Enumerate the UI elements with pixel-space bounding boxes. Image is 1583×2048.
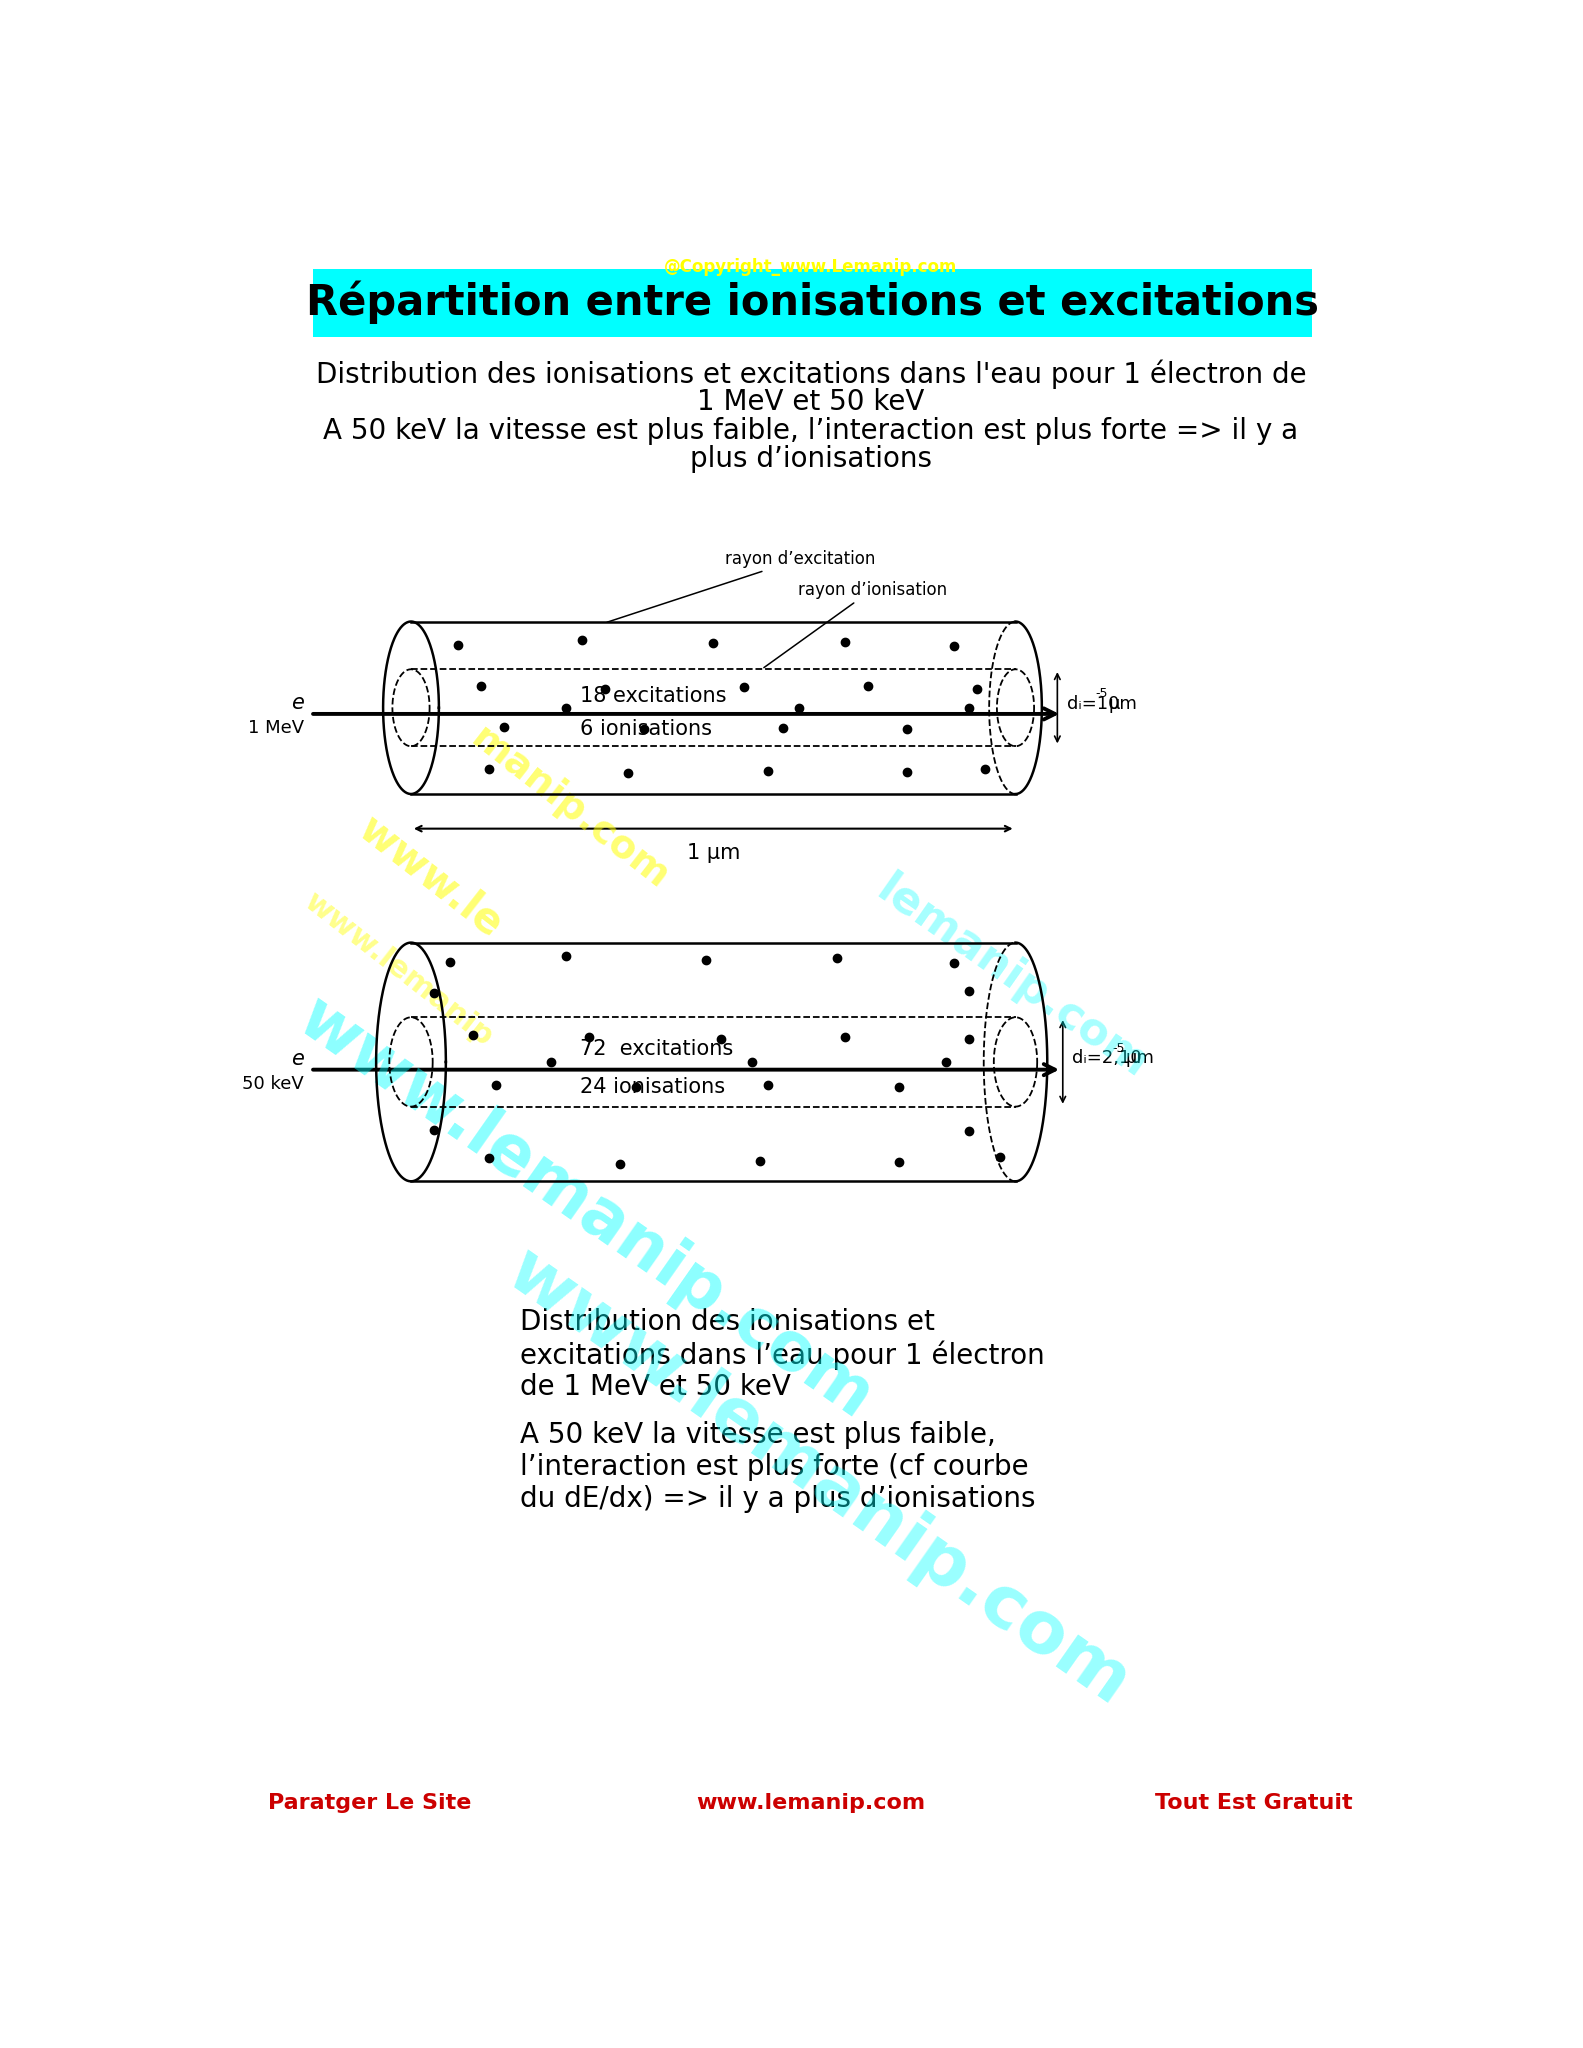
Text: 72  excitations: 72 excitations bbox=[581, 1038, 733, 1059]
Text: Tout Est Gratuit: Tout Est Gratuit bbox=[1156, 1792, 1352, 1812]
Text: 1 MeV: 1 MeV bbox=[249, 719, 304, 737]
Text: Distribution des ionisations et: Distribution des ionisations et bbox=[519, 1309, 934, 1337]
Text: l’interaction est plus forte (cf courbe: l’interaction est plus forte (cf courbe bbox=[519, 1454, 1027, 1481]
Text: e: e bbox=[291, 692, 304, 713]
Text: -5: -5 bbox=[1095, 688, 1108, 700]
Text: @Copyright_www.Lemanip.com: @Copyright_www.Lemanip.com bbox=[665, 258, 958, 276]
Text: plus d’ionisations: plus d’ionisations bbox=[690, 444, 932, 473]
Text: rayon d’ionisation: rayon d’ionisation bbox=[765, 580, 947, 668]
Text: www.le: www.le bbox=[350, 807, 511, 946]
Text: dᵢ=10: dᵢ=10 bbox=[1067, 694, 1119, 713]
Text: A 50 keV la vitesse est plus faible,: A 50 keV la vitesse est plus faible, bbox=[519, 1421, 996, 1448]
Text: A 50 keV la vitesse est plus faible, l’interaction est plus forte => il y a: A 50 keV la vitesse est plus faible, l’i… bbox=[323, 416, 1298, 444]
Text: 50 keV: 50 keV bbox=[242, 1075, 304, 1092]
Text: www.lemanip.com: www.lemanip.com bbox=[494, 1237, 1143, 1720]
Text: www.lemanip.com: www.lemanip.com bbox=[697, 1792, 926, 1812]
Text: 24 ionisations: 24 ionisations bbox=[581, 1077, 725, 1096]
Text: dᵢ=2,10: dᵢ=2,10 bbox=[1072, 1049, 1141, 1067]
Text: excitations dans l’eau pour 1 électron: excitations dans l’eau pour 1 électron bbox=[519, 1341, 1045, 1370]
Text: e: e bbox=[291, 1049, 304, 1069]
Text: manip.com: manip.com bbox=[464, 719, 676, 897]
Text: du dE/dx) => il y a plus d’ionisations: du dE/dx) => il y a plus d’ionisations bbox=[519, 1485, 1035, 1513]
Text: Paratger Le Site: Paratger Le Site bbox=[268, 1792, 472, 1812]
Text: -5: -5 bbox=[1113, 1042, 1126, 1055]
Text: de 1 MeV et 50 keV: de 1 MeV et 50 keV bbox=[519, 1372, 790, 1401]
Text: lemanip.com: lemanip.com bbox=[867, 868, 1156, 1087]
Text: Distribution des ionisations et excitations dans l'eau pour 1 électron de: Distribution des ionisations et excitati… bbox=[315, 360, 1306, 389]
Bar bbox=[312, 268, 1312, 336]
Text: μm: μm bbox=[1108, 694, 1137, 713]
Text: Répartition entre ionisations et excitations: Répartition entre ionisations et excitat… bbox=[306, 281, 1319, 324]
Text: www.lemanip.com: www.lemanip.com bbox=[285, 985, 885, 1432]
Text: www.lemanip: www.lemanip bbox=[299, 887, 499, 1053]
Text: 6 ionisations: 6 ionisations bbox=[581, 719, 712, 739]
Text: μm: μm bbox=[1126, 1049, 1154, 1067]
Text: 1 MeV et 50 keV: 1 MeV et 50 keV bbox=[697, 389, 924, 416]
Text: 1 μm: 1 μm bbox=[687, 842, 739, 862]
Text: rayon d’excitation: rayon d’excitation bbox=[608, 549, 875, 623]
Text: 18 excitations: 18 excitations bbox=[581, 686, 727, 707]
